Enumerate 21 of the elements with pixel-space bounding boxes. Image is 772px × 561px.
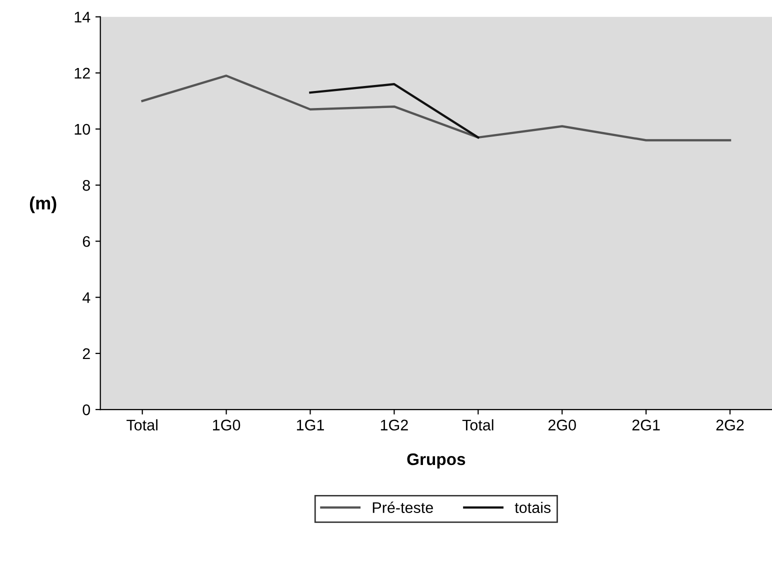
y-axis-title: (m) [30, 196, 56, 214]
x-tick-label: 1G2 [380, 420, 408, 430]
y-tick-label: 8 [82, 180, 90, 191]
x-tick-label: 2G2 [716, 420, 744, 430]
y-tick-label: 0 [82, 404, 90, 416]
x-axis-title: Grupos [407, 453, 466, 468]
legend-label: Pré-teste [372, 502, 433, 514]
x-tick-label: 1G1 [296, 420, 324, 430]
x-tick-label: Total [462, 419, 494, 430]
y-tick-label: 10 [74, 124, 90, 135]
y-tick-label: 2 [82, 348, 90, 359]
y-tick-label: 4 [82, 292, 90, 303]
x-tick-label: 2G1 [632, 420, 660, 430]
x-tick-label: Total [126, 419, 158, 430]
y-tick-label: 12 [74, 68, 90, 78]
y-tick-label: 6 [82, 236, 90, 247]
x-tick-label: 2G0 [548, 420, 576, 430]
legend-label: totais [514, 502, 551, 514]
x-tick-label: 1G0 [213, 420, 240, 430]
y-tick-label: 14 [74, 12, 90, 22]
line-series [141, 74, 732, 142]
